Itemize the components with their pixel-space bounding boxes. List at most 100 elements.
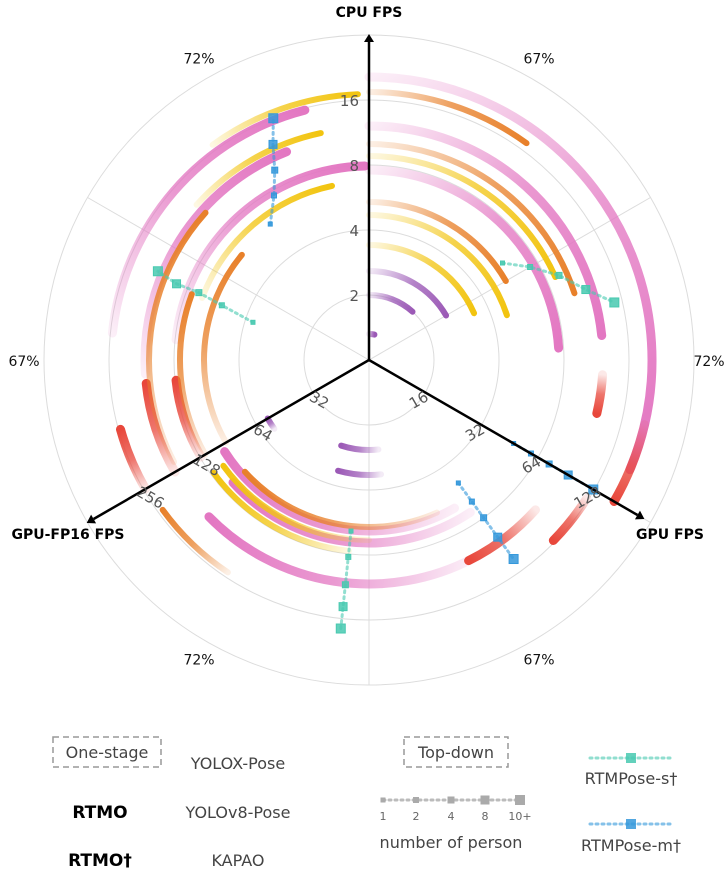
point-rtmpose-m	[455, 480, 461, 486]
arc-yolov8-pose	[193, 130, 324, 208]
arc-rtmo	[141, 378, 180, 477]
point-rtmpose-s	[345, 553, 352, 560]
person-scale-marker	[380, 797, 386, 803]
point-rtmpose-s	[152, 266, 163, 277]
person-scale-marker	[413, 797, 419, 803]
point-rtmpose-s	[218, 302, 225, 309]
arc-yolox-pose	[366, 141, 578, 297]
axis-title: GPU-FP16 FPS	[11, 527, 124, 543]
grid-spoke	[368, 197, 651, 361]
point-rtmpose-s	[195, 289, 203, 297]
person-scale-tick: 4	[448, 810, 455, 823]
point-rtmpose-s	[609, 297, 620, 308]
axis-title: CPU FPS	[336, 5, 403, 21]
tick-label: 32	[306, 388, 332, 413]
legend-label-yolov8: YOLOv8-Pose	[185, 803, 291, 822]
line-rtmpose-s	[156, 269, 255, 324]
arc-yolov8-pose	[199, 182, 335, 301]
point-rtmpose-s	[341, 581, 349, 589]
arc-yolox-pose	[366, 199, 509, 284]
legend-label-yolox: YOLOX-Pose	[190, 754, 285, 773]
arc-yolov8-pose	[366, 242, 478, 317]
arc-yolox-pose	[177, 291, 209, 458]
arc-yolov8-pose	[210, 469, 352, 554]
point-rtmpose-m	[268, 139, 278, 149]
point-rtmpose-m	[267, 221, 273, 227]
arc-rtmo	[220, 447, 459, 536]
person-scale-marker	[515, 795, 525, 805]
accuracy-label: 72%	[183, 652, 214, 668]
legend-label-rtmpose-m: RTMPose-m†	[581, 836, 681, 855]
point-rtmpose-m	[480, 514, 488, 522]
tick-label: 16	[340, 92, 359, 110]
axis-arrow	[364, 34, 374, 42]
legend-marker-rtmpose-s	[626, 753, 636, 763]
person-scale-marker	[447, 796, 455, 804]
arc-rtmo	[171, 375, 206, 462]
arc-rtmo	[548, 493, 592, 546]
arc-rtmo	[364, 121, 607, 341]
accuracy-label: 67%	[8, 354, 39, 370]
point-rtmpose-m	[493, 532, 503, 542]
point-rtmpose-m	[268, 113, 279, 124]
chart-arcs	[107, 72, 657, 589]
axis-line	[92, 358, 370, 521]
legend-label-rtmpose-s: RTMPose-s†	[585, 769, 678, 788]
one-stage-box	[52, 736, 162, 768]
tick-label: 4	[349, 222, 359, 240]
arc-yolov8-pose	[209, 91, 361, 148]
point-rtmpose-s	[581, 285, 591, 295]
arc-yolox-pose	[366, 89, 530, 147]
axis-arrow	[86, 514, 97, 524]
person-scale-marker	[480, 795, 490, 805]
point-rtmpose-m	[508, 554, 519, 565]
point-rtmpose-s	[555, 271, 563, 279]
arc-yolox-pose	[201, 251, 245, 446]
legend-label-rtmo-dagger: RTMO†	[68, 851, 132, 870]
point-rtmpose-m	[468, 498, 475, 505]
arc-rtmo	[140, 147, 292, 379]
accuracy-label: 72%	[183, 52, 214, 68]
point-rtmpose-m	[271, 166, 279, 174]
arc-kapao	[335, 467, 385, 478]
arc-yolov8-pose	[220, 462, 372, 543]
tick-label: 64	[519, 453, 545, 478]
tick-label: 8	[349, 157, 359, 175]
arc-yolov8-pose	[366, 153, 559, 281]
tick-label: 32	[462, 420, 488, 445]
accuracy-label: 72%	[693, 354, 724, 370]
legend-marker-rtmpose-m	[626, 819, 636, 829]
person-scale-tick: 10+	[508, 810, 531, 823]
point-rtmpose-s	[348, 528, 354, 534]
arc-yolov8-pose	[366, 212, 510, 319]
arc-rtmo	[364, 72, 657, 475]
person-scale-tick: 8	[482, 810, 489, 823]
person-scale-tick: 2	[413, 810, 420, 823]
arc-kapao	[366, 268, 450, 319]
chart-axes	[86, 34, 645, 524]
person-scale-label: number of person	[380, 833, 523, 852]
one-stage-title: One-stage	[66, 743, 149, 762]
line-rtmpose-s	[500, 261, 616, 304]
top-down-box	[403, 736, 509, 768]
arc-yolox-pose	[159, 506, 231, 576]
point-rtmpose-s	[527, 264, 534, 270]
arc-rtmo	[464, 505, 540, 566]
arc-rtmo	[592, 370, 608, 418]
arc-yolox-pose	[241, 468, 440, 530]
tick-label: 16	[406, 388, 432, 413]
tick-label: 2	[349, 287, 359, 305]
point-rtmpose-m	[271, 192, 277, 199]
arc-rtmo	[204, 512, 478, 589]
arc-rtmo	[107, 105, 310, 338]
arc-rtmo	[116, 424, 151, 494]
person-scale-tick: 1	[380, 810, 387, 823]
axis-title: GPU FPS	[636, 527, 704, 543]
point-rtmpose-s	[335, 623, 346, 634]
point-rtmpose-s	[499, 260, 505, 266]
arc-rtmo	[171, 161, 370, 345]
accuracy-label: 67%	[523, 52, 554, 68]
axis-arrow	[634, 510, 645, 520]
